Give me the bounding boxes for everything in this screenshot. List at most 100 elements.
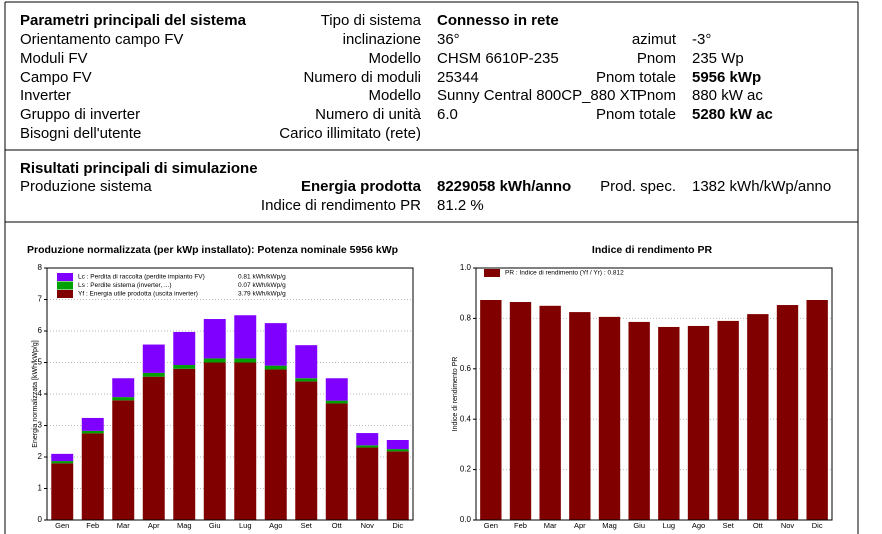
bar [776,305,799,520]
x-tick-label: Mar [544,521,557,530]
bar [112,400,135,520]
x-tick-label: Gen [484,521,498,530]
y-tick-label: 2 [38,452,43,461]
text-cell: Connesso in rete [437,12,559,29]
bar [356,433,379,446]
y-tick-label: 1.0 [460,263,472,272]
bar [295,381,318,520]
legend-label: PR : Indice di rendimento (Yf / Yr) : 0.… [505,270,624,277]
text-cell: Modello [368,49,421,67]
text-cell: 5280 kW ac [692,106,773,124]
y-tick-label: 0 [38,515,43,524]
text-cell: Gruppo di inverter [20,106,141,124]
y-tick-label: 0.6 [460,364,472,373]
bar [81,430,104,434]
x-tick-label: Mar [117,521,130,530]
bar [539,305,561,520]
text-cell: Indice di rendimento PR [260,197,421,214]
bar [51,453,74,462]
text-cell: 25344 [437,68,479,86]
bar [112,378,135,398]
text-cell: Pnom totale [595,106,676,124]
bar [480,300,502,520]
legend-label: Yf : Energia utile prodotta (uscita inve… [78,291,198,298]
legend-swatch [57,290,73,298]
bar [325,400,348,404]
text-cell: Numero di moduli [303,68,421,86]
text-cell: Risultati principali di simulazione [20,160,258,177]
x-tick-label: Ago [269,521,282,530]
bar [598,316,621,520]
legend-value: 0.81 kWh/kWp/g [238,274,286,281]
bar [356,447,379,520]
x-tick-label: Dic [392,521,403,530]
bar [173,331,196,366]
legend-label: Ls : Perdite sistema (inverter, ...) [78,282,172,289]
bar [203,319,226,359]
x-tick-label: Dic [812,521,823,530]
text-cell: Pnom [636,87,676,105]
text-cell: Numero di unità [315,106,421,124]
bar [264,369,287,520]
bar [295,345,318,379]
text-cell: -3° [692,31,712,48]
legend-swatch [57,281,73,290]
text-cell: Parametri principali del sistema [20,12,246,29]
y-tick-label: 7 [38,295,43,304]
text-cell: 1382 kWh/kWp/anno [692,178,832,195]
bar [295,378,318,382]
text-cell: Tipo di sistema [320,12,421,29]
text-cell: Prod. spec. [600,178,676,195]
y-tick-label: 5 [38,358,43,367]
x-tick-label: Apr [574,521,586,530]
bar [325,378,348,401]
bar [173,365,196,369]
x-tick-label: Lug [663,521,676,530]
text-cell: Campo FV [20,68,92,86]
bar [203,362,226,520]
plot-frame [46,267,414,521]
bar [264,323,287,366]
y-tick-label: 8 [38,263,43,272]
text-cell: Produzione sistema [20,178,152,195]
y-tick-label: 0.0 [460,515,472,524]
text-cell: Carico illimitato (rete) [279,125,421,142]
legend-value: 3.79 kWh/kWp/g [238,291,286,298]
chart-title: Produzione normalizzata (per kWp install… [27,244,398,256]
x-tick-label: Set [723,521,735,530]
bar [142,344,165,373]
text-cell: Inverter [20,87,71,105]
bar [356,445,379,448]
bar [234,362,257,520]
y-tick-label: 1 [38,484,43,493]
y-tick-label: 6 [38,326,43,335]
bar [717,320,739,520]
text-cell: 5956 kWp [692,68,762,86]
text-cell: Pnom totale [595,68,676,86]
y-tick-label: 0.2 [460,465,472,474]
bar [234,315,257,359]
text-cell: Orientamento campo FV [20,31,184,48]
x-tick-label: Nov [361,521,375,530]
bar [264,365,287,370]
x-tick-label: Lug [239,521,252,530]
y-axis-label: Indice di rendimento PR [452,357,459,432]
text-cell: Bisogni dell'utente [20,125,142,142]
text-cell: 6.0 [437,106,458,124]
x-tick-label: Gen [55,521,69,530]
bar [142,372,165,377]
bar [386,439,409,450]
text-cell: Energia prodotta [300,178,421,195]
text-cell: Pnom [636,49,676,67]
y-tick-label: 3 [38,421,43,430]
x-tick-label: Ott [753,521,764,530]
bar [173,368,196,520]
x-tick-label: Mag [602,521,617,530]
text-cell: Sunny Central 800CP_880 XT [437,87,639,105]
x-tick-label: Mag [177,521,192,530]
bar [325,403,348,520]
bar [234,358,257,363]
legend-label: Lc : Perdita di raccolta (perdite impian… [78,274,205,281]
bar [386,449,409,452]
